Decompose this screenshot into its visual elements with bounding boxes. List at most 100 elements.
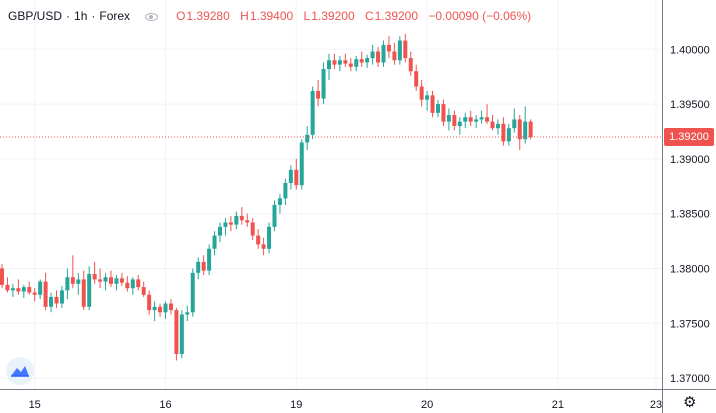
eye-icon[interactable] <box>144 10 159 22</box>
candle <box>506 123 511 146</box>
candle-body <box>158 306 163 313</box>
candle-body <box>528 121 533 137</box>
candle <box>354 55 359 72</box>
candle-body <box>436 104 440 113</box>
candle <box>348 58 353 72</box>
candle-body <box>245 220 250 223</box>
candle-body <box>223 222 228 227</box>
candle-body <box>294 169 299 186</box>
candle-body <box>468 117 473 122</box>
candle <box>32 288 37 302</box>
candle-body <box>283 182 288 199</box>
candle <box>381 40 386 67</box>
candle-body <box>0 268 4 285</box>
candle <box>528 119 533 140</box>
candle-body <box>119 278 124 283</box>
candle-body <box>397 40 402 61</box>
candle <box>365 54 370 68</box>
candle-body <box>463 117 468 122</box>
y-tick-label: 1.37500 <box>670 318 710 330</box>
candle-body <box>196 261 201 273</box>
candle <box>386 36 391 59</box>
candle <box>501 117 506 146</box>
candle <box>245 213 250 227</box>
candle <box>474 115 479 129</box>
candle-body <box>163 303 168 313</box>
candle <box>256 229 261 249</box>
candle-body <box>430 95 435 113</box>
candle <box>403 33 408 63</box>
candle-body <box>250 222 255 236</box>
candle <box>168 299 173 315</box>
candle <box>5 277 10 293</box>
candle <box>234 211 239 230</box>
interval[interactable]: 1h <box>74 9 88 23</box>
close-key: C <box>364 9 374 23</box>
candle <box>207 244 212 276</box>
candle <box>457 117 462 135</box>
candle-body <box>403 40 408 59</box>
candle <box>327 53 331 80</box>
candle-body <box>288 169 293 183</box>
candle <box>283 178 288 205</box>
candle <box>136 275 141 291</box>
candle-body <box>5 284 10 291</box>
y-tick-label: 1.38500 <box>670 209 710 221</box>
candle-body <box>490 121 495 129</box>
candle-body <box>65 277 70 291</box>
candle <box>196 257 201 280</box>
y-tick-label: 1.40000 <box>670 44 710 56</box>
candle-body <box>49 296 54 307</box>
candle <box>414 64 419 91</box>
candle <box>10 283 15 297</box>
candle-body <box>114 278 119 284</box>
candle <box>376 47 381 67</box>
candle <box>0 264 4 289</box>
candle-body <box>506 128 511 142</box>
candle-body <box>228 222 233 225</box>
candle-body <box>174 310 179 354</box>
candle-body <box>277 198 282 205</box>
candle-body <box>87 273 92 307</box>
candle-body <box>512 119 517 129</box>
candle-body <box>38 281 43 295</box>
candle-body <box>386 44 391 52</box>
candle-body <box>212 235 217 249</box>
candle-body <box>185 312 190 315</box>
candle <box>21 284 26 299</box>
candle-body <box>392 51 397 61</box>
symbol-name[interactable]: GBP/USD <box>8 9 63 23</box>
candle-body <box>419 86 424 100</box>
candle <box>343 53 348 67</box>
candle <box>463 112 468 129</box>
candle-body <box>81 279 86 307</box>
candle <box>43 272 48 311</box>
gear-icon[interactable]: ⚙ <box>683 394 697 411</box>
candle-body <box>517 119 522 140</box>
candle <box>190 268 195 317</box>
candle <box>54 290 59 308</box>
candle <box>392 42 397 65</box>
market-name: Forex <box>99 9 131 23</box>
candle <box>436 99 440 118</box>
candle-body <box>16 288 21 292</box>
candle <box>228 215 233 232</box>
candle <box>332 53 337 70</box>
candle-body <box>381 44 386 63</box>
candle-body <box>370 51 375 59</box>
candle-body <box>343 60 348 64</box>
candle <box>305 126 310 151</box>
change-value: −0.00090 (−0.06%) <box>428 9 532 23</box>
candle-body <box>168 303 173 311</box>
candle-body <box>354 59 359 67</box>
candle <box>337 55 342 72</box>
candle-body <box>474 119 479 122</box>
candle <box>179 310 184 359</box>
legend-separator: · <box>66 9 71 23</box>
candle <box>125 276 130 292</box>
candle <box>70 255 75 289</box>
tradingview-logo-icon[interactable] <box>6 357 34 385</box>
candles <box>0 33 533 361</box>
